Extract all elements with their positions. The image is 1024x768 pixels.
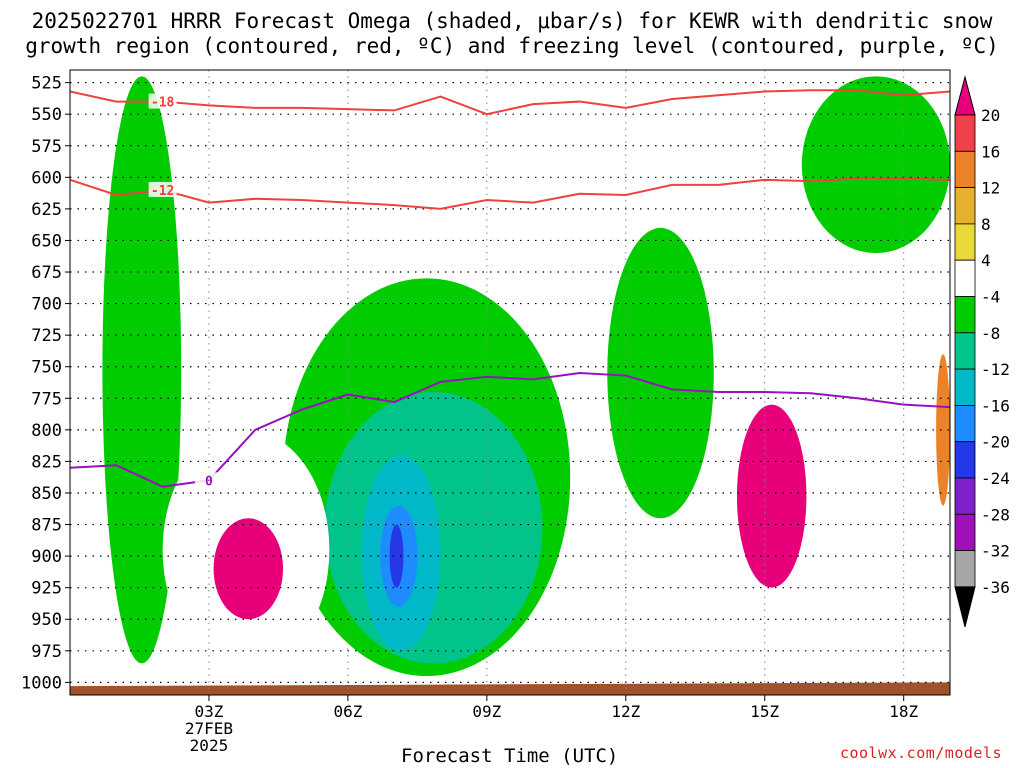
y-tick-label: 750 xyxy=(31,358,62,378)
y-tick-label: 800 xyxy=(31,421,62,441)
colorbar: 20 16 12 8 4 -4 -8 -12 -16 -20 -24 -28 -32 -36 xyxy=(954,75,1010,628)
colorbar-box xyxy=(954,296,976,334)
plot-frame xyxy=(69,69,951,696)
colorbar-box xyxy=(954,513,976,551)
y-tick-label: 575 xyxy=(31,137,62,157)
contour-label-bg xyxy=(148,181,177,197)
colorbar-box xyxy=(954,187,976,225)
colorbar-box xyxy=(954,441,976,479)
y-tick-label: 700 xyxy=(31,295,62,315)
y-tick-label: 550 xyxy=(31,105,62,125)
y-tick-label: 525 xyxy=(31,74,62,94)
contour-label-bg xyxy=(194,472,223,488)
colorbar-label: -24 xyxy=(981,469,1010,488)
contour-label: 0 xyxy=(205,474,213,489)
colorbar-box xyxy=(954,223,976,261)
colorbar-box xyxy=(954,150,976,189)
colorbar-label: 16 xyxy=(981,142,1000,161)
y-tick-label: 775 xyxy=(31,389,62,409)
y-tick-label: 875 xyxy=(31,516,62,536)
x-tick-year: 2025 xyxy=(190,736,229,755)
omega-region xyxy=(102,76,182,664)
y-tick-label: 1000 xyxy=(21,673,62,693)
x-tick-label: 18Z xyxy=(889,702,918,721)
y-tick-label: 675 xyxy=(31,263,62,283)
contour-label: -18 xyxy=(151,96,175,111)
colorbar-label: 8 xyxy=(981,215,991,234)
omega-region xyxy=(736,404,807,588)
colorbar-top-arrow xyxy=(954,75,976,116)
colorbar-label: -36 xyxy=(981,578,1010,597)
chart-title-line2: growth region (contoured, red, ºC) and f… xyxy=(25,34,999,58)
colorbar-label: -8 xyxy=(981,324,1000,343)
y-tick-label: 850 xyxy=(31,484,62,504)
y-tick-label: 725 xyxy=(31,326,62,346)
omega-shading xyxy=(70,76,950,695)
x-tick-label: 15Z xyxy=(750,702,779,721)
y-tick-label: 950 xyxy=(31,610,62,630)
site-credit: coolwx.com/models xyxy=(839,744,1002,762)
omega-region xyxy=(936,354,950,506)
colorbar-label: -4 xyxy=(981,288,1000,307)
colorbar-box xyxy=(954,368,976,406)
x-tick-label: 09Z xyxy=(472,702,501,721)
colorbar-label: -28 xyxy=(981,505,1010,524)
y-tick-label: 925 xyxy=(31,579,62,599)
contour-line xyxy=(70,89,950,116)
y-tick-label: 650 xyxy=(31,231,62,251)
omega-region xyxy=(389,524,404,588)
colorbar-label: 12 xyxy=(981,179,1000,198)
colorbar-box xyxy=(954,259,976,297)
x-tick-date: 27FEB xyxy=(185,719,233,738)
gridlines xyxy=(70,70,950,695)
colorbar-box xyxy=(954,114,976,152)
contour-line xyxy=(70,177,950,210)
colorbar-label: 4 xyxy=(981,251,991,270)
y-tick-label: 600 xyxy=(31,168,62,188)
colorbar-box xyxy=(954,550,976,588)
colorbar-label: -16 xyxy=(981,396,1010,415)
colorbar-label: -20 xyxy=(981,433,1010,452)
terrain-strip xyxy=(70,682,950,695)
y-tick-label: 975 xyxy=(31,642,62,662)
contour-lines: -18 -12 0 xyxy=(70,89,950,489)
x-tick-label: 03Z xyxy=(194,702,223,721)
contour-line xyxy=(70,372,950,488)
omega-region xyxy=(213,518,284,620)
colorbar-box xyxy=(954,332,976,370)
y-tick-label: 900 xyxy=(31,547,62,567)
contour-label-bg xyxy=(148,93,177,109)
y-tick-label: 625 xyxy=(31,200,62,220)
y-axis: 525 550 575 600 625 650 675 700 725 750 775 800 825 8… xyxy=(21,74,70,693)
colorbar-bottom-arrow xyxy=(954,586,976,628)
contour-label: -12 xyxy=(151,184,174,199)
colorbar-label: -32 xyxy=(981,542,1010,561)
y-tick-label: 825 xyxy=(31,452,62,472)
x-tick-label: 06Z xyxy=(333,702,362,721)
omega-region xyxy=(607,227,714,519)
colorbar-box xyxy=(954,477,976,515)
colorbar-box xyxy=(954,404,976,443)
colorbar-label: -12 xyxy=(981,360,1010,379)
omega-region xyxy=(801,76,950,254)
x-tick-label: 12Z xyxy=(611,702,640,721)
x-axis-title: Forecast Time (UTC) xyxy=(401,745,619,767)
colorbar-label: 20 xyxy=(981,106,1000,125)
chart-title-line1: 2025022701 HRRR Forecast Omega (shaded, … xyxy=(31,9,993,33)
